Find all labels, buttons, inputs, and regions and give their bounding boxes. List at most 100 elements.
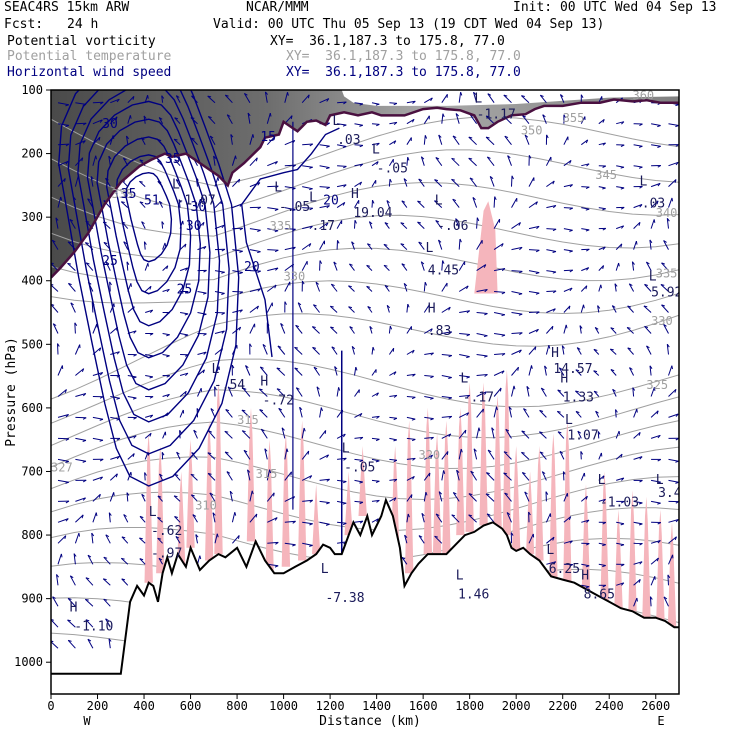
wind-vector <box>319 240 325 250</box>
wind-vector-head <box>70 302 74 306</box>
wind-vector-head <box>133 330 137 334</box>
pv-extremum-label: -.97 <box>151 546 182 561</box>
wind-vector <box>526 386 530 397</box>
wind-vector-head <box>203 333 207 336</box>
wind-vector-head <box>507 155 511 159</box>
wind-vector-head <box>393 459 398 463</box>
wind-vector-head <box>359 181 363 186</box>
wind-vector-head <box>531 365 533 369</box>
wind-vector-head <box>139 515 144 519</box>
wind-vector-head <box>275 185 279 189</box>
wind-vector-head <box>501 353 506 356</box>
wind-vector <box>406 513 409 523</box>
wind-vector <box>354 412 363 418</box>
wind-vector-head <box>274 284 277 289</box>
wind-vector <box>528 365 532 376</box>
wind-vector-head <box>286 448 289 453</box>
wind-vector-head <box>618 262 620 267</box>
wind-vector <box>388 347 395 355</box>
wind-vector <box>224 430 233 439</box>
wind-vector <box>366 286 373 292</box>
wind-vector-head <box>121 201 125 203</box>
wind-vector-head <box>503 472 508 475</box>
wind-vector-head <box>209 135 214 139</box>
wind-vector <box>593 390 600 397</box>
y-tick-label: 600 <box>21 401 43 415</box>
wind-vector-head <box>359 144 364 148</box>
wind-vector <box>615 430 620 439</box>
pv-shading <box>423 407 432 555</box>
wind-vector <box>57 458 69 462</box>
wind-vector <box>267 267 279 272</box>
wind-vector <box>598 542 606 546</box>
wind-vector-head <box>657 183 661 187</box>
wind-speed-contour <box>96 118 202 359</box>
pv-extremum-label: L <box>435 193 443 208</box>
wind-vector <box>145 354 154 357</box>
wind-vector-head <box>411 418 416 421</box>
wind-vector <box>139 201 146 208</box>
wind-vector <box>231 344 238 355</box>
wind-vector <box>371 347 374 355</box>
pv-extremum-label: H <box>560 371 568 386</box>
wind-vector-head <box>478 427 481 432</box>
wind-vector <box>109 473 118 481</box>
wind-vector <box>302 143 313 146</box>
wind-vector <box>633 500 643 504</box>
wind-vector <box>545 156 552 166</box>
wind-vector-head <box>536 311 540 315</box>
wind-vector-head <box>412 373 416 377</box>
wind-vector-head <box>238 178 241 183</box>
model-title: SEAC4RS 15km ARW <box>4 0 130 15</box>
pv-extremum-label: L <box>321 562 329 577</box>
theta-label: 350 <box>521 124 543 138</box>
wind-vector-head <box>657 458 662 462</box>
wind-vector-head <box>144 472 147 476</box>
wind-vector-head <box>412 476 415 480</box>
wind-vector-head <box>667 574 671 579</box>
wind-vector-head <box>384 284 389 288</box>
wind-vector-head <box>455 113 459 117</box>
wind-speed-label: 35 <box>121 187 137 202</box>
wind-vector-head <box>453 492 457 495</box>
wind-vector-head <box>273 492 275 497</box>
wind-vector <box>302 165 313 168</box>
wind-vector-head <box>60 196 63 201</box>
wind-vector <box>139 558 146 565</box>
wind-vector-head <box>99 396 104 399</box>
wind-vector-head <box>231 364 235 369</box>
wind-vector <box>351 346 355 355</box>
wind-vector <box>191 452 198 460</box>
wind-vector <box>616 542 625 546</box>
wind-vector <box>489 176 495 187</box>
theta-label: 320 <box>418 448 440 462</box>
wind-vector-head <box>276 388 281 391</box>
wind-vector-head <box>639 542 643 546</box>
x-tick-label: 2400 <box>595 699 624 713</box>
valid-time: Valid: 00 UTC Thu 05 Sep 13 (19 CDT Wed … <box>213 17 605 32</box>
wind-vector <box>231 155 236 166</box>
pv-extremum-label: .17 <box>312 219 335 234</box>
wind-vector <box>144 472 146 481</box>
wind-vector <box>493 243 504 251</box>
wind-vector <box>476 427 480 439</box>
wind-vector <box>528 328 539 334</box>
wind-vector-head <box>580 451 584 455</box>
wind-vector-head <box>68 639 72 642</box>
wind-vector <box>650 540 661 544</box>
wind-vector <box>315 282 321 292</box>
wind-vector <box>349 326 355 334</box>
pv-extremum-label: L <box>474 92 482 107</box>
wind-vector-head <box>157 160 161 163</box>
wind-vector <box>563 184 573 188</box>
wind-vector-head <box>675 104 679 107</box>
pv-shading <box>344 471 353 536</box>
wind-vector <box>75 458 87 462</box>
wind-vector-head <box>418 241 423 244</box>
wind-vector <box>633 144 643 147</box>
wind-vector <box>598 119 605 125</box>
wind-vector-head <box>620 206 625 210</box>
wind-vector-head <box>320 407 323 412</box>
wind-vector-head <box>207 472 212 475</box>
wind-vector <box>476 408 484 418</box>
